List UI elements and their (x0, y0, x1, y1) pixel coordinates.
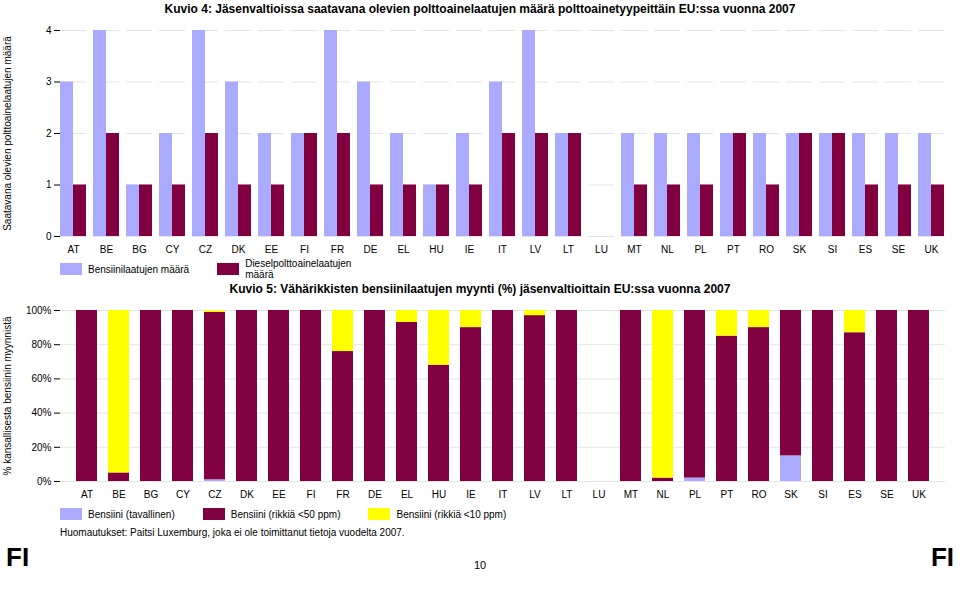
svg-text:MT: MT (624, 489, 638, 500)
svg-text:1: 1 (46, 179, 52, 190)
svg-text:FI: FI (300, 244, 309, 255)
svg-text:FR: FR (331, 244, 344, 255)
svg-text:SE: SE (880, 489, 894, 500)
svg-text:SK: SK (793, 244, 807, 255)
svg-text:IT: IT (499, 489, 508, 500)
svg-text:EE: EE (265, 244, 279, 255)
svg-text:HU: HU (432, 489, 446, 500)
svg-text:LT: LT (562, 489, 573, 500)
svg-text:4: 4 (46, 25, 52, 36)
svg-text:EE: EE (272, 489, 286, 500)
svg-text:HU: HU (429, 244, 443, 255)
svg-text:ES: ES (848, 489, 862, 500)
svg-text:PT: PT (727, 244, 740, 255)
svg-text:MT: MT (627, 244, 641, 255)
html-text:FI: FI (930, 542, 954, 572)
svg-text:0%: 0% (37, 476, 52, 487)
svg-text:UK: UK (912, 489, 926, 500)
svg-text:PL: PL (689, 489, 702, 500)
svg-text:SI: SI (828, 244, 837, 255)
html-text:Kuvio 4: Jäsenvaltioissa saata: Kuvio 4: Jäsenvaltioissa saatavana olevi… (164, 2, 796, 16)
svg-text:DK: DK (240, 489, 254, 500)
svg-text:IE: IE (466, 489, 476, 500)
svg-text:PT: PT (721, 489, 734, 500)
svg-text:DE: DE (364, 244, 378, 255)
svg-text:CZ: CZ (199, 244, 212, 255)
svg-text:FI: FI (307, 489, 316, 500)
svg-text:DE: DE (368, 489, 382, 500)
html-text:Bensiini (tavallinen): Bensiini (tavallinen) (88, 508, 175, 520)
svg-text:0: 0 (46, 231, 52, 242)
svg-text:3: 3 (46, 76, 52, 87)
html-text:10: 10 (473, 559, 487, 571)
svg-text:CY: CY (166, 244, 180, 255)
svg-text:LV: LV (529, 489, 541, 500)
svg-text:ES: ES (859, 244, 873, 255)
svg-text:DK: DK (232, 244, 246, 255)
html-text:Kuvio 5: Vähärikkisten bensiin: Kuvio 5: Vähärikkisten bensiinilaatujen … (229, 282, 731, 296)
svg-text:RO: RO (752, 489, 767, 500)
svg-text:EL: EL (397, 244, 410, 255)
svg-text:40%: 40% (31, 407, 51, 418)
svg-text:BE: BE (100, 244, 114, 255)
html-text:Bensiini (rikkiä <10 ppm): Bensiini (rikkiä <10 ppm) (396, 508, 507, 520)
svg-text:SI: SI (818, 489, 827, 500)
svg-text:SE: SE (892, 244, 906, 255)
svg-text:% kansallisesta bensiinin myyn: % kansallisesta bensiinin myynnistä (2, 316, 13, 475)
svg-text:BG: BG (144, 489, 159, 500)
svg-text:20%: 20% (31, 442, 51, 453)
svg-text:CY: CY (176, 489, 190, 500)
html-text:Bensiini (rikkiä <50 ppm): Bensiini (rikkiä <50 ppm) (230, 508, 341, 520)
svg-text:IE: IE (465, 244, 475, 255)
html-text:Bensiinilaatujen määrä: Bensiinilaatujen määrä (88, 263, 190, 275)
svg-text:EL: EL (401, 489, 414, 500)
svg-text:BG: BG (132, 244, 147, 255)
svg-text:LT: LT (563, 244, 574, 255)
svg-text:NL: NL (661, 244, 674, 255)
svg-text:UK: UK (925, 244, 939, 255)
svg-text:80%: 80% (31, 339, 51, 350)
svg-text:FR: FR (336, 489, 349, 500)
svg-text:NL: NL (657, 489, 670, 500)
svg-text:IT: IT (498, 244, 507, 255)
svg-text:SK: SK (784, 489, 798, 500)
svg-text:AT: AT (67, 244, 79, 255)
svg-text:LV: LV (530, 244, 542, 255)
svg-text:CZ: CZ (208, 489, 221, 500)
html-text:FI: FI (6, 542, 30, 572)
svg-text:2: 2 (46, 128, 52, 139)
svg-text:100%: 100% (26, 305, 52, 316)
svg-text:LU: LU (595, 244, 608, 255)
svg-text:60%: 60% (31, 373, 51, 384)
html-text:Huomautukset: Paitsi Luxemburg: Huomautukset: Paitsi Luxemburg, joka ei … (60, 527, 405, 538)
svg-text:BE: BE (112, 489, 126, 500)
svg-text:Saatavana olevien polttoainela: Saatavana olevien polttoainelaatujen mää… (2, 36, 13, 231)
svg-text:PL: PL (694, 244, 707, 255)
svg-text:LU: LU (593, 489, 606, 500)
svg-text:RO: RO (759, 244, 774, 255)
html-text:Dieselpolttoainelaatujen määrä: Dieselpolttoainelaatujen määrä (245, 258, 352, 280)
svg-text:AT: AT (81, 489, 93, 500)
